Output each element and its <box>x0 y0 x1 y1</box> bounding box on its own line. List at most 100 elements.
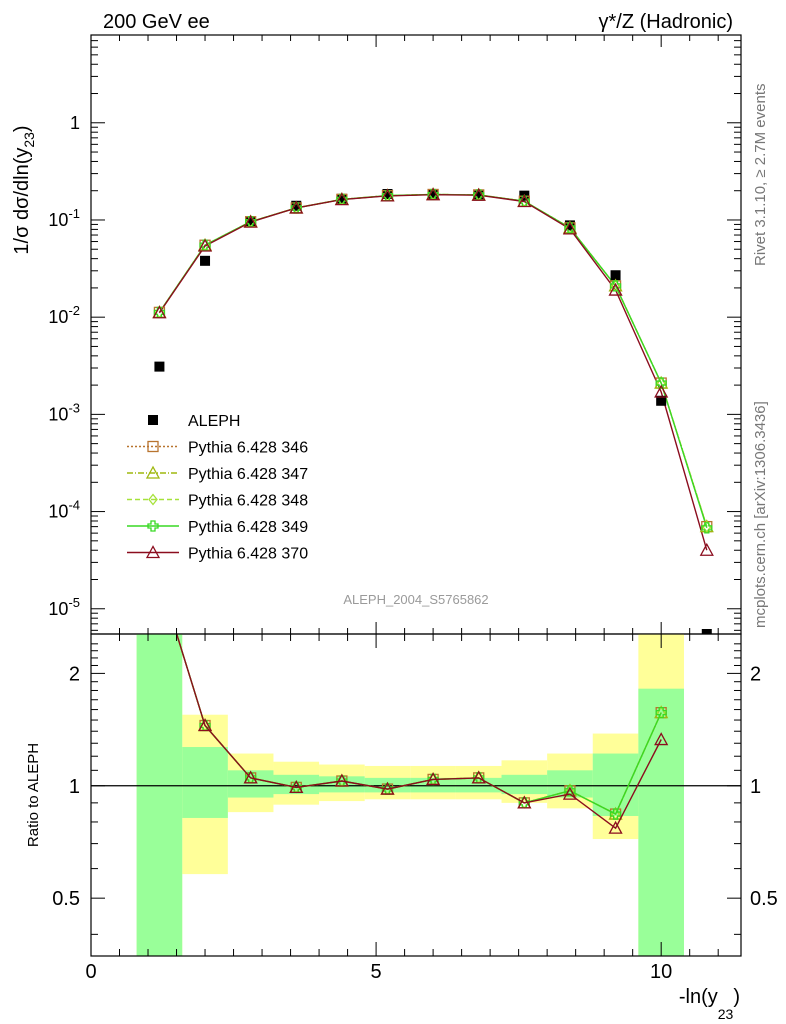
legend-entry-4: Pythia 6.428 349 <box>127 519 308 536</box>
ratio-y-tick-label-right: 1 <box>750 776 761 798</box>
main-point <box>518 195 530 207</box>
main-point <box>197 238 213 252</box>
uncertainty-band-green <box>136 634 183 956</box>
main-point <box>200 255 211 266</box>
ratio-series-4 <box>175 634 669 834</box>
main-point <box>334 192 349 206</box>
legend-entry-3: Pythia 6.428 348 <box>127 493 308 510</box>
main-point <box>428 189 439 200</box>
main-point <box>699 542 714 556</box>
main-point <box>608 282 623 296</box>
main-point <box>564 220 575 231</box>
main-point <box>701 520 712 533</box>
ratio-point <box>155 573 163 583</box>
ratio-point <box>609 808 622 820</box>
main-point <box>336 193 348 206</box>
main-y-axis-label: 1/σ dσ/dln(y23) <box>11 125 37 254</box>
ratio-y-tick-label: 2 <box>69 663 80 685</box>
legend-entry-0: ALEPH <box>148 413 240 430</box>
legend-entry-5: Pythia 6.428 370 <box>127 545 308 563</box>
header-right: γ*/Z (Hadronic) <box>599 11 733 33</box>
main-point <box>154 361 165 372</box>
main-y-tick-label: 10-5 <box>48 595 80 619</box>
main-y-tick-label: 10-2 <box>48 303 80 327</box>
legend-label: Pythia 6.428 347 <box>188 466 308 483</box>
main-point <box>427 188 439 201</box>
legend-entry-2: Pythia 6.428 347 <box>127 465 308 483</box>
ratio-point <box>153 572 165 583</box>
main-point <box>289 200 304 214</box>
main-point <box>473 190 484 201</box>
uncertainty-band-green <box>319 776 365 793</box>
legend-label: ALEPH <box>188 413 240 430</box>
ratio-point <box>243 770 258 784</box>
main-point <box>701 522 713 534</box>
legend-marker <box>148 493 158 506</box>
ratio-point <box>289 780 304 794</box>
main-frame <box>90 34 742 635</box>
uncertainty-band-green <box>364 777 411 793</box>
main-point <box>426 187 441 201</box>
ratio-bands <box>136 634 684 956</box>
ratio-point <box>154 573 164 583</box>
main-point <box>152 305 167 319</box>
ratio-y-tick-label-right: 0.5 <box>750 888 778 910</box>
x-tick-label: 10 <box>650 961 672 983</box>
x-axis-label: -ln(y23) <box>679 986 740 1022</box>
main-point <box>245 217 256 228</box>
legend-marker <box>145 465 161 479</box>
main-point <box>564 222 576 234</box>
legend-label: Pythia 6.428 370 <box>188 546 308 563</box>
uncertainty-band-green <box>273 774 320 795</box>
legend-marker <box>147 520 159 532</box>
uncertainty-band-green <box>455 777 502 793</box>
legend-label: Pythia 6.428 346 <box>188 440 308 457</box>
ratio-point <box>197 718 213 732</box>
main-point <box>291 200 302 211</box>
legend-marker <box>147 440 159 453</box>
legend-label: Pythia 6.428 348 <box>188 493 308 510</box>
main-y-tick-label: 10-3 <box>48 400 80 424</box>
main-point <box>153 306 166 319</box>
ratio-point <box>471 770 486 784</box>
ratio-y-tick-label: 1 <box>69 776 80 798</box>
ratio-point <box>426 772 441 786</box>
main-point <box>517 194 532 208</box>
main-point <box>656 395 667 406</box>
legend-label: Pythia 6.428 349 <box>188 519 308 536</box>
ratio-series-line <box>175 634 662 830</box>
ratio-y-tick-label: 0.5 <box>52 888 80 910</box>
ratio-panel: 0 5 10 0.5 0.5 1 1 2 2 <box>52 572 778 983</box>
x-tick-label: 5 <box>371 961 382 983</box>
main-point <box>655 377 667 389</box>
x-tick-label: 0 <box>85 961 96 983</box>
main-series-markers-5 <box>152 187 714 556</box>
uncertainty-band-green <box>182 747 228 818</box>
main-point <box>562 221 578 235</box>
main-point <box>654 384 669 398</box>
ratio-point <box>654 732 669 746</box>
side-label-rivet: Rivet 3.1.10, ≥ 2.7M events <box>752 84 769 267</box>
main-point <box>471 187 486 201</box>
legend-marker <box>148 415 158 425</box>
main-point <box>701 629 712 634</box>
main-y-tick-label: 10-1 <box>48 206 80 230</box>
ratio-point <box>517 795 532 809</box>
main-point <box>336 193 347 204</box>
main-point <box>244 216 257 228</box>
svg-text:-ln(y23): -ln(y23) <box>679 986 740 1022</box>
legend-entry-1: Pythia 6.428 346 <box>127 440 308 457</box>
main-point <box>380 188 395 202</box>
watermark: ALEPH_2004_S5765862 <box>343 592 488 607</box>
main-point <box>473 189 485 201</box>
uncertainty-band-green <box>227 770 274 798</box>
main-point <box>243 214 258 228</box>
ratio-point <box>154 573 164 583</box>
main-point <box>381 189 394 202</box>
main-data <box>152 187 714 634</box>
main-point <box>382 189 393 200</box>
main-series-markers-4 <box>153 188 713 534</box>
main-point <box>199 239 211 251</box>
ratio-point <box>562 786 578 800</box>
